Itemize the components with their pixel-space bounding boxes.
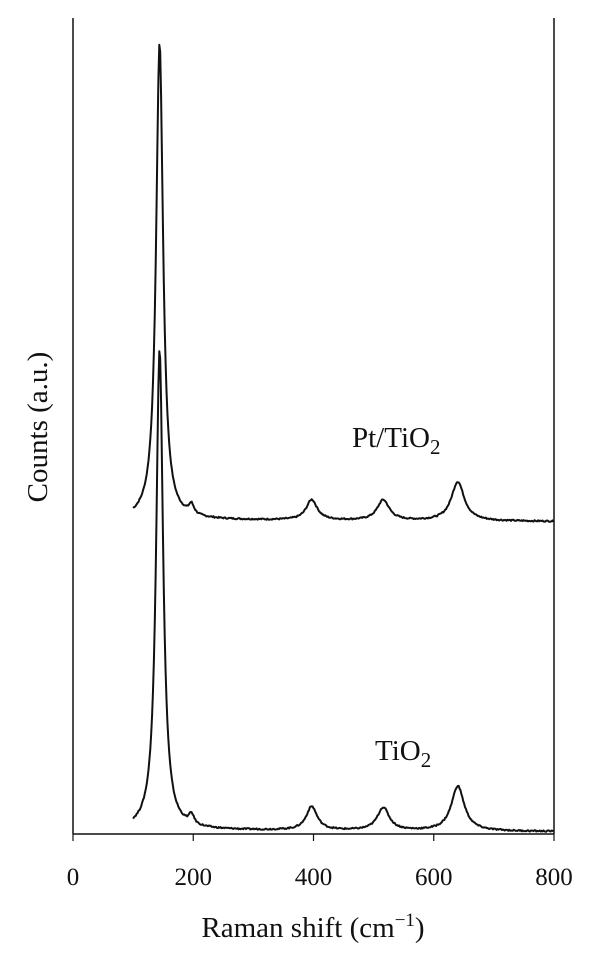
x-tick-label: 0	[67, 864, 80, 891]
x-tick-label: 600	[415, 864, 453, 891]
chart-axes	[72, 18, 555, 835]
x-tick-label: 800	[535, 864, 573, 891]
series-label-tio2: TiO2	[375, 735, 431, 772]
chart-series	[132, 43, 555, 833]
x-ticks: 0 200 400 600 800	[67, 834, 573, 891]
x-tick-label: 400	[295, 864, 333, 891]
x-tick-label: 200	[175, 864, 213, 891]
spectrum-line-pt-tio2	[132, 43, 555, 523]
series-label-pt-tio2: Pt/TiO2	[352, 422, 440, 459]
y-axis-label: Counts (a.u.)	[22, 352, 54, 503]
x-axis-label: Raman shift (cm−1)	[201, 910, 424, 944]
spectrum-line-tio2	[132, 350, 555, 833]
